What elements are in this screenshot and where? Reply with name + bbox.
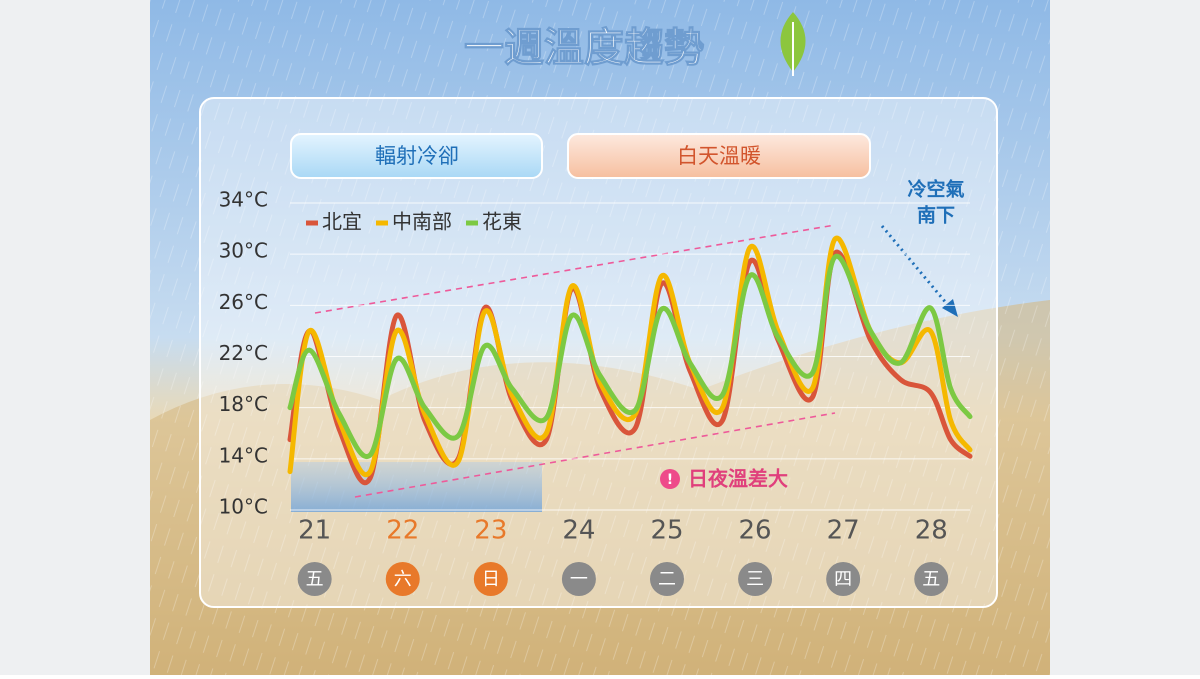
weekday-badge xyxy=(385,562,420,596)
weekday-badge xyxy=(826,562,861,596)
x-tick-label: 21 xyxy=(298,516,331,546)
y-tick-label: 14°C xyxy=(219,443,268,467)
annotation: 日夜溫差大 xyxy=(688,467,788,491)
weekday-label: 六 xyxy=(394,569,412,590)
weekday-badge xyxy=(297,562,332,596)
weekday-badge xyxy=(649,562,684,596)
weekday-label: 三 xyxy=(746,569,764,590)
arrow-head xyxy=(942,299,958,317)
weekday-badge xyxy=(473,562,508,596)
arrow xyxy=(880,225,954,311)
x-tick-label: 27 xyxy=(827,516,860,546)
y-tick-label: 34°C xyxy=(219,188,268,212)
rain xyxy=(150,0,1050,675)
y-tick-label: 18°C xyxy=(219,392,268,416)
weekday-label: 五 xyxy=(922,569,940,590)
alert-icon xyxy=(660,469,680,489)
weekday-badge xyxy=(738,562,773,596)
x-tick-label: 24 xyxy=(562,516,595,546)
weekday-label: 一 xyxy=(570,569,588,590)
weekday-badge xyxy=(914,562,949,596)
legend-label: 中南部 xyxy=(392,210,452,234)
y-tick-label: 26°C xyxy=(219,290,268,314)
series-line xyxy=(287,254,973,460)
weekday-badge xyxy=(561,562,596,596)
label-text: 輻射冷卻 xyxy=(375,144,459,168)
series-line xyxy=(287,249,973,486)
alert-icon-mark: ! xyxy=(667,472,673,488)
weekday-label: 五 xyxy=(306,569,324,590)
legend-label: 北宜 xyxy=(322,210,362,234)
label-box xyxy=(290,133,543,179)
y-tick-label: 10°C xyxy=(219,495,268,519)
y-tick-label: 30°C xyxy=(219,239,268,263)
weekday-label: 日 xyxy=(482,569,500,590)
shade-region xyxy=(291,462,542,512)
x-tick-label: 23 xyxy=(474,516,507,546)
x-tick-label: 25 xyxy=(650,516,683,546)
x-tick-label: 26 xyxy=(739,516,772,546)
annotation: 南下 xyxy=(917,205,955,227)
weekday-label: 二 xyxy=(658,569,676,590)
leaf-icon xyxy=(780,12,806,76)
trend-line xyxy=(354,412,836,498)
weekday-label: 四 xyxy=(834,569,852,590)
plot: 10°C 14°C 18°C 22°C 26°C 30°C 34°C 21 五 22 六 23 日 24 一… xyxy=(219,188,973,596)
y-tick-label: 22°C xyxy=(219,341,268,365)
title: 一週溫度趨勢 xyxy=(464,25,704,71)
legend-label: 花東 xyxy=(482,210,522,234)
x-tick-label: 28 xyxy=(915,516,948,546)
x-tick-label: 22 xyxy=(386,516,419,546)
label-box xyxy=(567,133,871,179)
series-line xyxy=(287,235,973,477)
annotation: 冷空氣 xyxy=(907,178,964,201)
label-text: 白天溫暖 xyxy=(677,144,761,168)
